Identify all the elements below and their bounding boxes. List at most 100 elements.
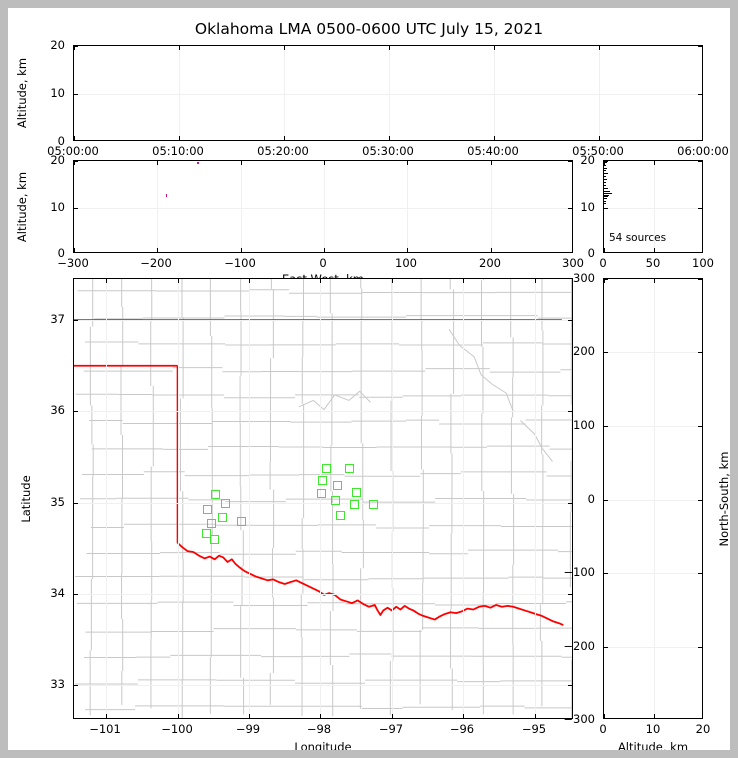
histogram-bar — [604, 202, 606, 204]
lma-station-marker — [330, 495, 340, 505]
gridline-horizontal — [604, 208, 702, 209]
gridline-vertical — [389, 46, 390, 140]
east-west-height-panel[interactable] — [73, 160, 573, 253]
gridline-horizontal — [74, 503, 572, 504]
lma-station-marker — [321, 463, 331, 473]
x-tick — [407, 161, 408, 165]
lma-station-marker — [368, 500, 378, 509]
x-tick-label: 10 — [645, 722, 661, 736]
gridline-horizontal — [74, 411, 572, 412]
gridline-horizontal — [604, 573, 702, 574]
x-tick — [491, 248, 492, 252]
y-tick — [604, 426, 608, 427]
x-tick-label: 05:30:00 — [362, 144, 414, 158]
gridline-horizontal — [604, 426, 702, 427]
x-tick — [389, 136, 390, 140]
gridline-vertical — [179, 46, 180, 140]
y-tick — [74, 94, 78, 95]
lma-station-marker — [201, 529, 211, 539]
y-tick — [74, 161, 78, 162]
x-tick — [74, 248, 75, 252]
page-title: Oklahoma LMA 0500-0600 UTC July 15, 2021 — [194, 20, 544, 38]
y-tick-label: −300 — [563, 712, 595, 726]
source-point — [165, 194, 168, 197]
y-tick-label: 300 — [573, 271, 595, 285]
north-south-height-panel[interactable] — [603, 278, 703, 719]
y-tick-label: 35 — [50, 495, 65, 509]
x-tick — [324, 248, 325, 252]
y-tick-label: 100 — [573, 418, 595, 432]
y-tick — [568, 594, 572, 595]
x-tick-label: 50 — [645, 256, 661, 270]
histogram-bar — [604, 188, 608, 190]
gridline-vertical — [407, 161, 408, 252]
y-tick-label: 34 — [50, 586, 65, 600]
plan-view-map-panel[interactable] — [73, 278, 573, 719]
lma-station-marker — [318, 476, 328, 486]
lma-station-marker — [207, 519, 217, 529]
x-tick — [74, 161, 75, 165]
x-tick — [604, 248, 605, 252]
gridline-horizontal — [74, 685, 572, 686]
x-tick — [106, 279, 107, 283]
source-point — [197, 161, 199, 165]
gridline-vertical — [320, 279, 321, 718]
x-tick-label: −98 — [306, 722, 332, 736]
x-tick-label: −100 — [224, 256, 256, 270]
y-tick — [698, 161, 702, 162]
y-tick-label: 0 — [57, 246, 65, 260]
lma-station-marker — [351, 488, 361, 498]
histogram-bar — [604, 164, 606, 166]
x-tick — [320, 279, 321, 283]
histogram-bar — [604, 168, 607, 170]
x-tick-label: −95 — [521, 722, 547, 736]
histogram-bar — [604, 194, 609, 196]
x-tick — [179, 46, 180, 50]
lma-station-marker — [317, 489, 327, 499]
y-tick-label: 20 — [580, 153, 595, 167]
x-tick — [535, 279, 536, 283]
x-tick — [604, 279, 605, 283]
gridline-horizontal — [74, 208, 572, 209]
gridline-vertical — [463, 279, 464, 718]
gridline-horizontal — [604, 647, 702, 648]
histogram-bar — [604, 196, 608, 198]
x-tick-label: 05:50:00 — [572, 144, 624, 158]
lma-station-marker — [335, 511, 345, 520]
x-tick-label: −300 — [57, 256, 89, 270]
x-tick — [654, 248, 655, 252]
gridline-vertical — [106, 279, 107, 718]
histogram-bar — [604, 181, 606, 184]
x-tick — [494, 136, 495, 140]
y-tick — [604, 352, 608, 353]
histogram-bar — [604, 170, 606, 172]
x-tick-label: −97 — [378, 722, 404, 736]
x-tick — [604, 714, 605, 718]
x-tick-label: −200 — [140, 256, 172, 270]
time-height-panel[interactable] — [73, 45, 703, 141]
y-tick-label: 36 — [50, 403, 65, 417]
lma-station-marker — [220, 499, 230, 509]
y-tick — [604, 573, 608, 574]
altitude-histogram-panel[interactable]: 54 sources — [603, 160, 703, 253]
histogram-bar — [604, 173, 608, 175]
x-tick-label: 300 — [562, 256, 584, 270]
y-tick — [74, 594, 78, 595]
x-tick — [599, 46, 600, 50]
x-tick — [178, 714, 179, 718]
y-tick — [74, 503, 78, 504]
x-tick — [392, 279, 393, 283]
x-tick-label: 100 — [395, 256, 417, 270]
y-tick-label: 0 — [587, 492, 595, 506]
x-tick — [494, 46, 495, 50]
y-tick — [568, 208, 572, 209]
y-axis-label: Altitude, km — [15, 57, 29, 129]
gridline-vertical — [157, 161, 158, 252]
x-tick — [491, 161, 492, 165]
y-tick — [604, 500, 608, 501]
histogram-bar — [604, 190, 610, 192]
x-tick-label: 05:20:00 — [257, 144, 309, 158]
x-tick — [407, 248, 408, 252]
histogram-bar — [604, 175, 606, 178]
y-tick — [698, 500, 702, 501]
